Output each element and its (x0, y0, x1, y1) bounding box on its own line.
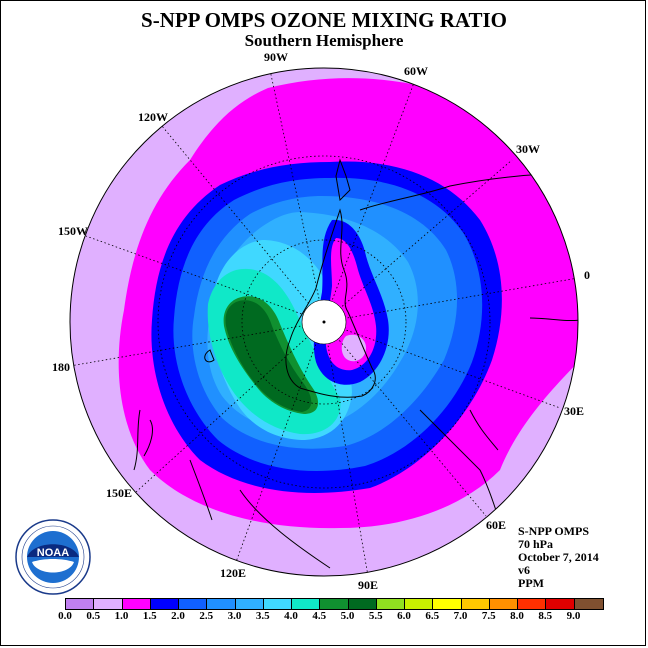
noaa-logo: NOAA (15, 519, 91, 595)
info-level: 70 hPa (518, 537, 554, 551)
south-pole-marker (322, 320, 326, 324)
colorbar-swatch-9 (320, 599, 349, 609)
colorbar-swatch-8 (292, 599, 321, 609)
colorbar-tick-label: 4.5 (312, 610, 327, 622)
colorbar-swatch-5 (207, 599, 236, 609)
lon-label-150e: 150E (106, 486, 133, 500)
coastlines (133, 158, 578, 569)
colorbar-tick-label: 2.0 (171, 610, 185, 622)
colorbar-swatch-7 (263, 599, 292, 609)
colorbar-tick-label: 0.5 (86, 610, 101, 622)
colorbar-tick-label: 2.5 (199, 610, 214, 622)
colorbar-tick-label: 6.0 (397, 610, 411, 622)
noaa-logo-text: NOAA (37, 547, 69, 559)
colorbar-swatch-0 (66, 599, 95, 609)
colorbar-swatch-15 (489, 599, 518, 609)
region-5.0-5.5 (225, 300, 312, 412)
lon-label-0: 0 (584, 268, 590, 282)
graticule (70, 69, 578, 576)
colorbar-tick-label: 3.0 (227, 610, 242, 622)
colorbar-tick-label: 8.0 (510, 610, 524, 622)
colorbar-tick-label: 1.0 (114, 610, 129, 622)
info-units: PPM (518, 576, 544, 590)
colorbar-swatch-10 (348, 599, 377, 609)
colorbar-tick-label: 4.0 (284, 610, 298, 622)
lon-label-150w: 150W (58, 224, 88, 238)
colorbar-swatch-12 (405, 599, 434, 609)
lon-label-90e: 90E (358, 578, 379, 592)
info-instrument: S-NPP OMPS (518, 524, 589, 538)
lon-label-90w: 90W (264, 50, 288, 64)
colorbar-tick-label: 5.5 (368, 610, 383, 622)
colorbar-tick-label: 8.5 (538, 610, 553, 622)
colorbar-tick-label: 9.0 (566, 610, 581, 622)
colorbar-swatch-17 (546, 599, 575, 609)
colorbar-swatch-1 (94, 599, 123, 609)
colorbar-tick-label: 7.0 (453, 610, 468, 622)
colorbar-tick-label: 3.5 (255, 610, 270, 622)
colorbar-swatch-3 (150, 599, 179, 609)
region-hole-lavender (341, 334, 366, 362)
colorbar-swatch-11 (376, 599, 405, 609)
colorbar (65, 598, 604, 610)
colorbar-tick-label: 1.5 (142, 610, 157, 622)
colorbar-swatch-18 (574, 599, 603, 609)
lon-label-120e: 120E (220, 566, 247, 580)
info-block: S-NPP OMPS 70 hPa October 7, 2014 v6 PPM (518, 525, 599, 590)
lon-label-120w: 120W (138, 110, 168, 124)
colorbar-swatch-16 (518, 599, 547, 609)
lon-label-60w: 60W (404, 64, 428, 78)
colorbar-swatch-13 (433, 599, 462, 609)
colorbar-tick-label: 7.5 (481, 610, 496, 622)
colorbar-tick-label: 6.5 (425, 610, 440, 622)
map-boundary (69, 67, 579, 577)
lon-label-30e: 30E (564, 404, 585, 418)
lon-label-180: 180 (52, 360, 70, 374)
colorbar-swatch-6 (235, 599, 264, 609)
colorbar-swatch-4 (179, 599, 208, 609)
colorbar-swatch-14 (461, 599, 490, 609)
colorbar-tick-label: 5.0 (340, 610, 355, 622)
info-date: October 7, 2014 (518, 550, 599, 564)
lon-label-60e: 60E (486, 518, 507, 532)
info-version: v6 (518, 563, 530, 577)
map-subtitle: Southern Hemisphere (244, 31, 404, 50)
colorbar-swatch-2 (122, 599, 151, 609)
lon-label-30w: 30W (516, 142, 540, 156)
map-title: S-NPP OMPS OZONE MIXING RATIO (141, 8, 507, 32)
colorbar-tick-label: 0.0 (58, 610, 72, 622)
